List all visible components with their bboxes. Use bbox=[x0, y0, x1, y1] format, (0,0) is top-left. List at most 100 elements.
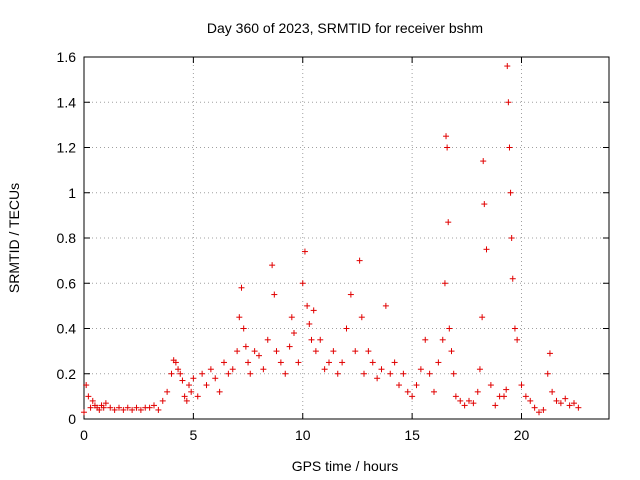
data-point bbox=[312, 348, 319, 355]
data-point bbox=[508, 235, 515, 241]
data-point bbox=[422, 336, 429, 343]
data-point bbox=[334, 370, 341, 377]
data-point bbox=[310, 307, 317, 314]
data-point bbox=[557, 400, 564, 407]
data-point bbox=[107, 404, 114, 411]
data-point bbox=[480, 158, 487, 165]
data-point bbox=[404, 388, 411, 395]
data-point bbox=[400, 370, 407, 377]
x-tick-label: 0 bbox=[80, 427, 88, 443]
data-point bbox=[100, 404, 107, 411]
data-point bbox=[199, 370, 206, 377]
data-point bbox=[175, 366, 182, 373]
data-point bbox=[544, 370, 551, 377]
data-point bbox=[124, 404, 131, 411]
data-point bbox=[291, 330, 297, 337]
data-point bbox=[87, 404, 94, 411]
data-point bbox=[83, 382, 90, 389]
data-point bbox=[439, 336, 446, 343]
data-point bbox=[483, 246, 490, 253]
data-point bbox=[308, 336, 315, 343]
data-point bbox=[448, 348, 455, 355]
y-axis-label: SRMTID / TECUs bbox=[6, 183, 22, 293]
data-point bbox=[245, 359, 252, 366]
data-point bbox=[501, 393, 507, 400]
data-point bbox=[409, 393, 416, 400]
y-tick-label: 0.4 bbox=[57, 321, 77, 337]
data-point bbox=[304, 302, 311, 309]
data-point bbox=[356, 257, 363, 264]
data-point bbox=[330, 348, 337, 355]
data-point bbox=[531, 404, 538, 411]
data-point bbox=[277, 359, 284, 366]
data-point bbox=[183, 397, 190, 404]
data-point bbox=[242, 343, 249, 350]
data-point bbox=[203, 382, 210, 389]
data-point bbox=[234, 348, 241, 355]
data-point bbox=[435, 359, 442, 366]
data-point bbox=[382, 302, 389, 309]
data-point bbox=[476, 366, 483, 373]
data-point bbox=[102, 400, 109, 407]
data-point bbox=[181, 393, 188, 400]
data-point bbox=[445, 219, 452, 226]
data-point bbox=[247, 370, 254, 377]
data-point bbox=[358, 314, 365, 321]
x-tick-label: 20 bbox=[514, 427, 530, 443]
data-point bbox=[452, 393, 459, 400]
data-point bbox=[155, 406, 162, 413]
data-point bbox=[443, 133, 450, 140]
data-point bbox=[269, 262, 276, 269]
data-point bbox=[129, 406, 136, 413]
data-point bbox=[343, 325, 350, 332]
y-tick-label: 1 bbox=[68, 185, 76, 201]
data-point bbox=[151, 402, 157, 409]
data-point bbox=[387, 370, 394, 377]
data-point bbox=[321, 366, 328, 373]
data-point bbox=[461, 402, 468, 409]
data-point bbox=[506, 144, 513, 151]
data-point bbox=[369, 359, 376, 366]
chart-title: Day 360 of 2023, SRMTID for receiver bsh… bbox=[207, 20, 483, 36]
y-tick-label: 0.8 bbox=[57, 230, 77, 246]
data-point bbox=[527, 397, 534, 404]
y-tick-label: 0.2 bbox=[57, 366, 77, 382]
data-point bbox=[282, 370, 289, 377]
data-point bbox=[507, 189, 514, 196]
x-tick-label: 15 bbox=[404, 427, 420, 443]
data-point bbox=[194, 393, 201, 400]
data-point bbox=[457, 397, 464, 404]
data-point bbox=[504, 63, 511, 70]
data-point bbox=[188, 388, 195, 395]
data-point bbox=[571, 400, 577, 407]
data-point bbox=[133, 404, 140, 411]
data-point bbox=[450, 370, 457, 377]
data-point bbox=[236, 314, 243, 321]
data-point bbox=[352, 348, 359, 355]
data-point bbox=[481, 201, 488, 208]
data-point bbox=[256, 352, 262, 359]
data-point bbox=[301, 248, 308, 255]
data-point bbox=[207, 366, 214, 373]
y-tick-label: 1.2 bbox=[57, 140, 77, 156]
data-point bbox=[273, 348, 280, 355]
data-point bbox=[503, 386, 510, 393]
data-point bbox=[514, 336, 521, 343]
y-tick-label: 1.4 bbox=[57, 94, 77, 110]
data-point bbox=[120, 406, 127, 413]
data-point bbox=[431, 388, 437, 395]
data-point bbox=[575, 404, 582, 411]
data-point bbox=[159, 397, 166, 404]
data-point bbox=[479, 314, 486, 321]
x-tick-label: 10 bbox=[295, 427, 311, 443]
data-series bbox=[81, 63, 582, 416]
data-point bbox=[511, 325, 518, 332]
data-point bbox=[540, 406, 547, 413]
y-tick-label: 1.6 bbox=[57, 49, 77, 65]
data-point bbox=[566, 402, 573, 409]
data-point bbox=[549, 388, 556, 395]
grid-lines bbox=[84, 57, 609, 419]
data-point bbox=[89, 397, 96, 404]
data-point bbox=[413, 382, 420, 389]
